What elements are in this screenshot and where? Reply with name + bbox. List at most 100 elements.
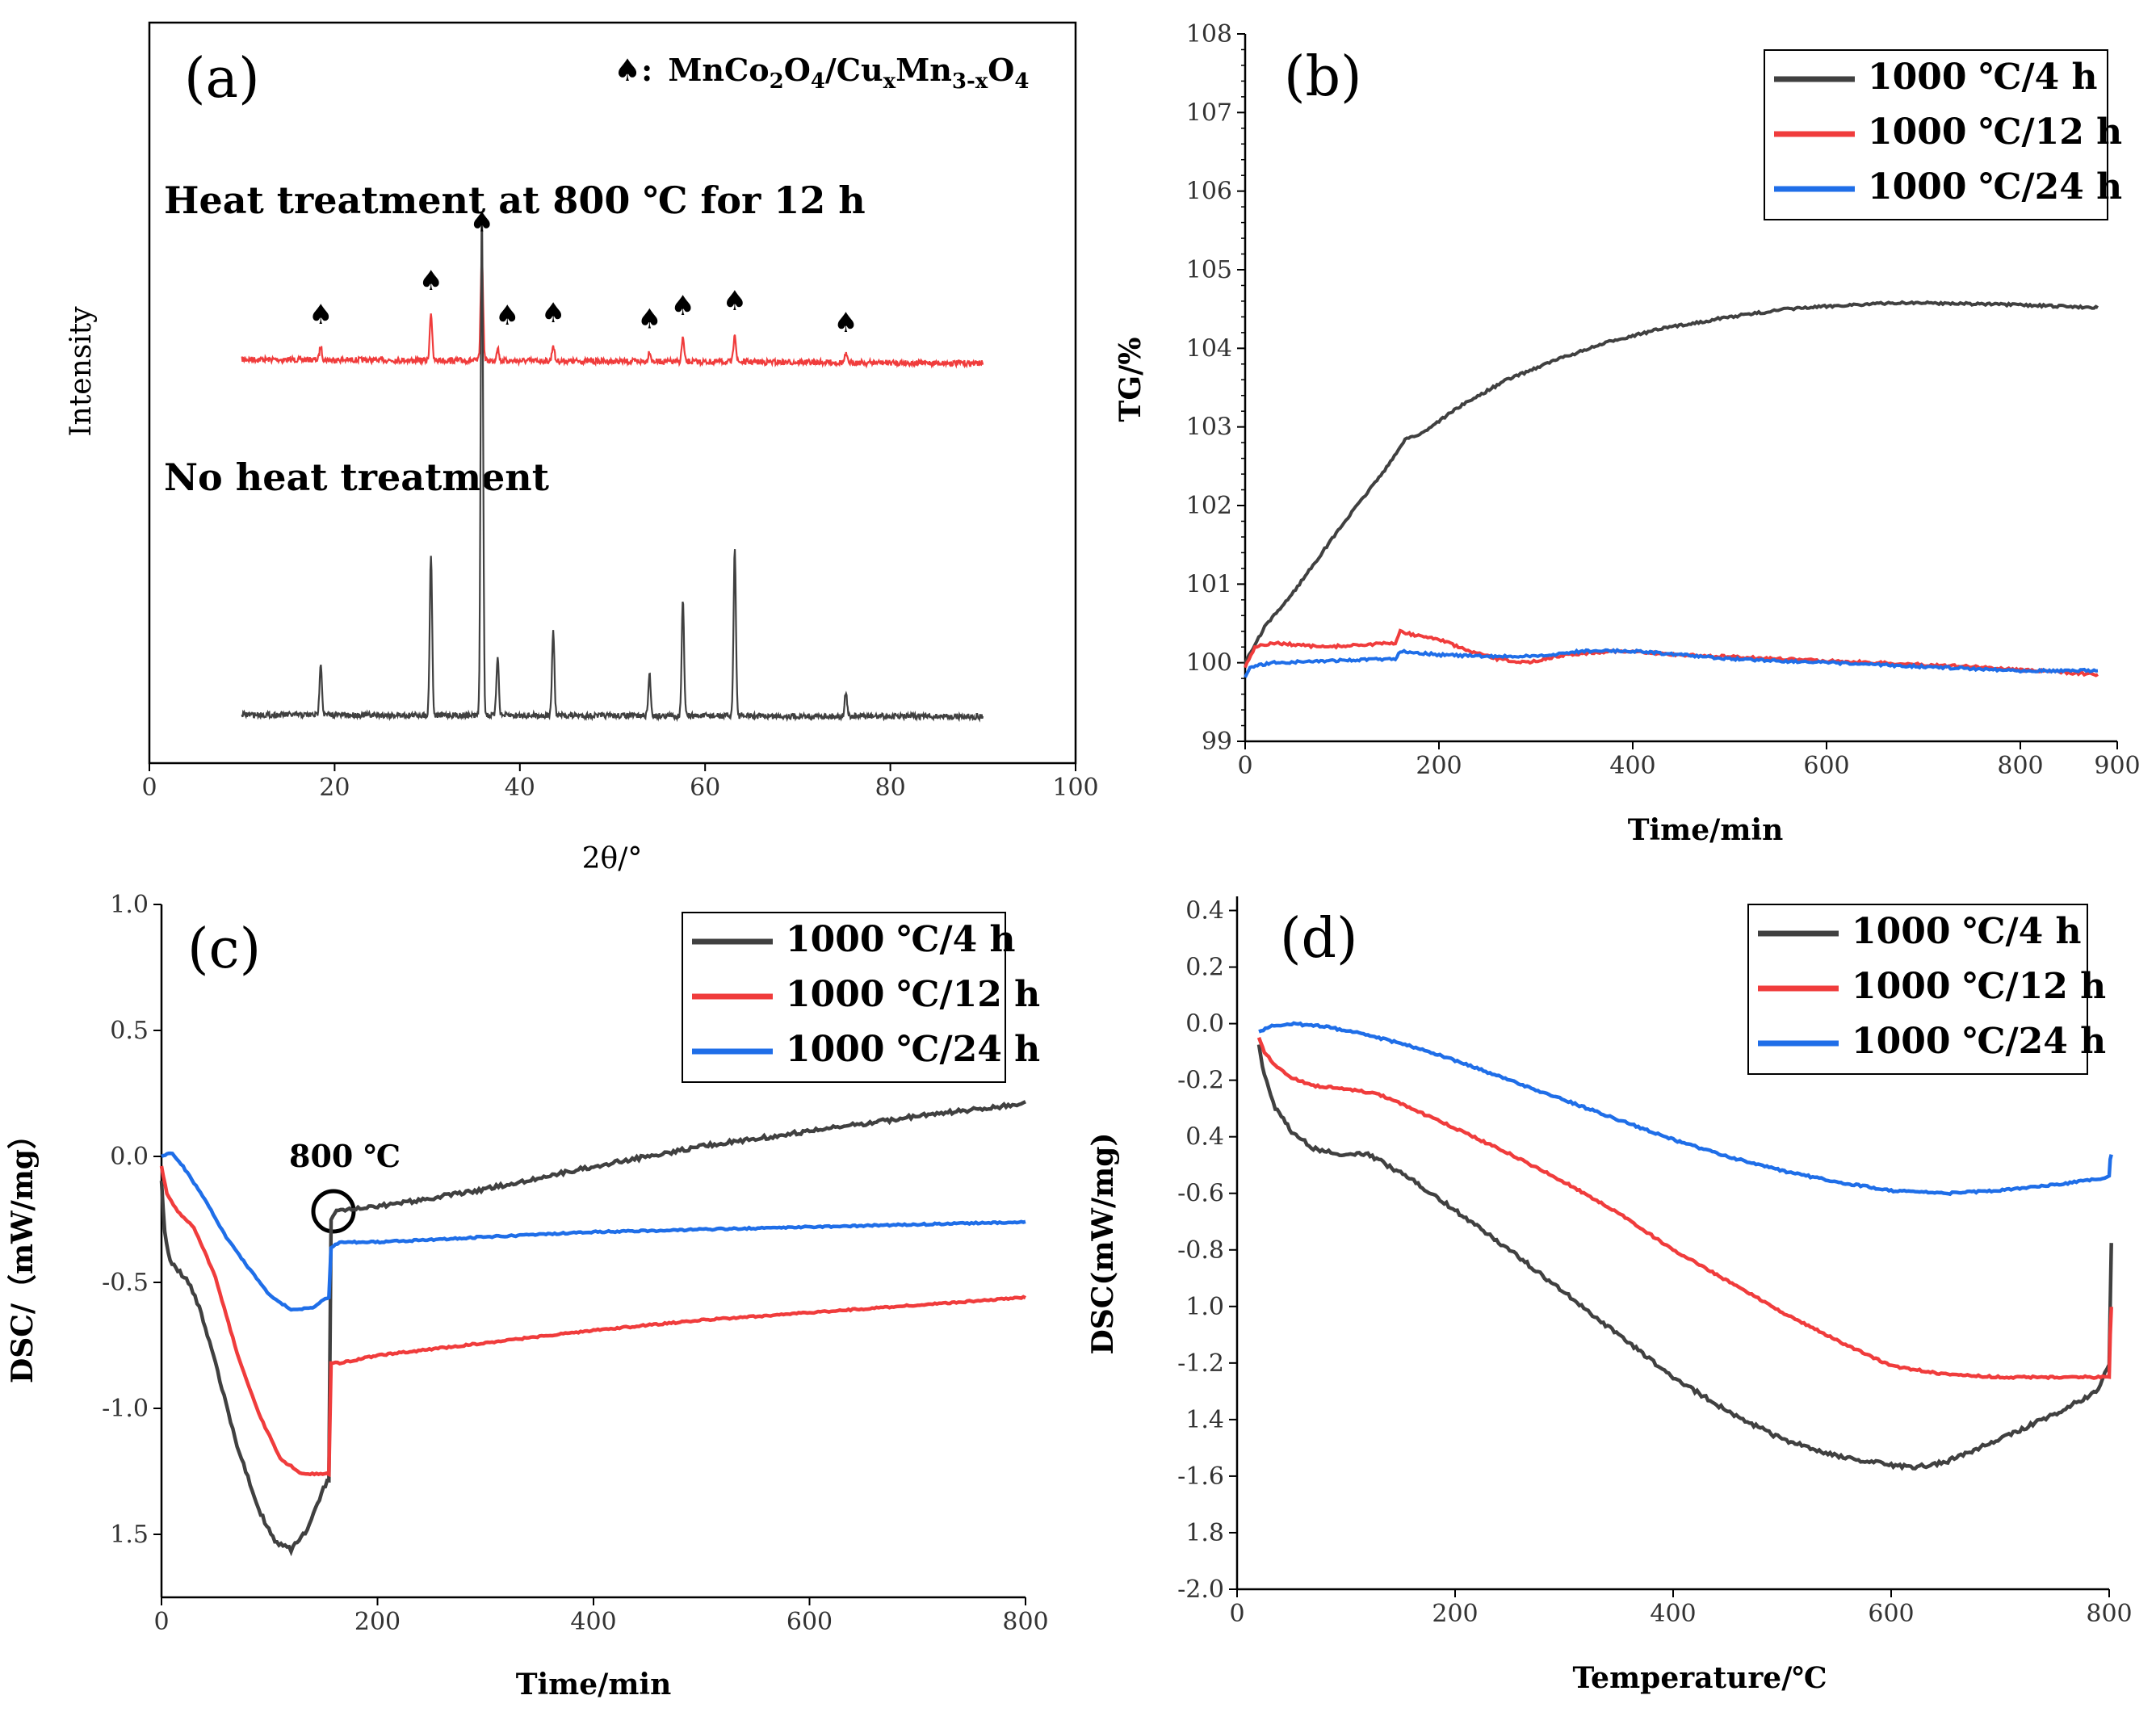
panel-a-xtick-label: 20 (319, 774, 350, 802)
panel-d-series (1256, 1021, 2113, 1471)
panel-a-spade-marker: ♠ (637, 303, 661, 335)
panel-c-ytick-label: 1.0 (110, 891, 149, 919)
panel-a-xtick-label: 60 (690, 774, 720, 802)
panel-c-ylabel: DSC/（mW/mg） (6, 1120, 40, 1383)
panel-c-axis-ticks: 0 200 400 600 800 1.0 0.5 0.0 -0.5 -1.0 1.5 (102, 891, 1048, 1636)
panel-c-legend-label: 1000 ℃/12 h (786, 974, 1040, 1015)
panel-a-series-line (241, 254, 984, 369)
panel-a-xrd-chart: (a) ♠: MnCo2O4/CuxMn3-xO4 Heat treatment… (65, 21, 1099, 875)
panel-d-series-line (1256, 1044, 2113, 1471)
panel-a-series-line (241, 212, 984, 723)
panel-b-legend-label: 1000 ℃/24 h (1868, 166, 2122, 208)
panel-a-peak-markers: ♠ ♠ ♠ ♠ ♠ ♠ ♠ ♠ ♠ (308, 207, 858, 339)
panel-c-letter: (c) (187, 917, 261, 981)
panel-d-legend-label: 1000 ℃/24 h (1852, 1021, 2106, 1062)
panel-b-legend: 1000 ℃/4 h 1000 ℃/12 h 1000 ℃/24 h (1764, 49, 2122, 220)
panel-c-ytick-label: -0.5 (102, 1269, 149, 1297)
panel-d-legend-label: 1000 ℃/12 h (1852, 966, 2106, 1007)
panel-b-series-line (1244, 300, 2099, 665)
panel-c-series-line (159, 1165, 1026, 1478)
panel-d-ytick-label: 0.2 (1185, 954, 1224, 982)
panel-d-letter: (d) (1280, 907, 1358, 971)
panel-b-tg-chart: (b) TG/% Time/min 0 200 400 600 800 900 99 100 1… (1114, 20, 2141, 847)
panel-d-ytick-label: -0.8 (1177, 1236, 1224, 1265)
panel-c-xtick-label: 600 (786, 1608, 833, 1636)
panel-b-ytick-label: 101 (1186, 570, 1232, 598)
panel-c-ytick-label: 0.5 (110, 1017, 149, 1045)
panel-b-xtick-label: 200 (1416, 752, 1462, 780)
panel-d-ytick-label: -0.6 (1177, 1180, 1224, 1208)
panel-a-legend: ♠: MnCo2O4/CuxMn3-xO4 (614, 52, 1029, 94)
panel-d-ytick-label: 0.4 (1185, 1123, 1224, 1152)
panel-c-ytick-label: -1.0 (102, 1395, 149, 1423)
panel-a-annotation-heat: Heat treatment at 800 ℃ for 12 h (164, 178, 866, 222)
panel-a-series (241, 212, 984, 723)
panel-d-ytick-label: 1.4 (1185, 1406, 1224, 1434)
panel-d-xtick-label: 0 (1229, 1600, 1244, 1628)
panel-c-xtick-label: 800 (1002, 1608, 1048, 1636)
panel-c-xtick-label: 200 (354, 1608, 401, 1636)
panel-b-ytick-label: 107 (1186, 99, 1232, 127)
panel-d-ytick-label: 0.4 (1185, 897, 1224, 925)
panel-c-xlabel: Time/min (516, 1668, 672, 1702)
panel-d-xtick-label: 200 (1432, 1600, 1478, 1628)
panel-a-xtick-label: 100 (1052, 774, 1098, 802)
panel-c-ytick-label: 0.0 (110, 1143, 149, 1171)
panel-d-xtick-label: 800 (2086, 1600, 2132, 1628)
panel-c-xtick-label: 400 (570, 1608, 616, 1636)
panel-b-ytick-label: 102 (1186, 492, 1232, 520)
panel-b-ytick-label: 105 (1186, 256, 1232, 284)
panel-a-ylabel: Intensity (65, 306, 98, 437)
panel-a-annotation-noheat: No heat treatment (164, 455, 550, 499)
panel-d-ytick-label: 1.0 (1185, 1293, 1224, 1321)
panel-c-xtick-label: 0 (153, 1608, 169, 1636)
panel-b-ytick-label: 103 (1186, 413, 1232, 442)
panel-a-xtick-label: 80 (875, 774, 906, 802)
panel-d-ytick-label: -1.6 (1177, 1462, 1224, 1491)
panel-d-xlabel: Temperature/℃ (1573, 1661, 1827, 1695)
panel-d-ylabel: DSC(mW/mg) (1086, 1133, 1120, 1355)
panel-b-xlabel: Time/min (1628, 813, 1784, 847)
panel-d-axis-ticks: 0 200 400 600 800 0.4 0.2 0.0 -0.2 0.4 -0.6 -0.8 1.0… (1177, 897, 2132, 1628)
panel-a-xtick-label: 0 (141, 774, 157, 802)
panel-a-letter: (a) (184, 47, 260, 111)
panel-c-ytick-label: 1.5 (110, 1521, 149, 1549)
panel-c-legend: 1000 ℃/4 h 1000 ℃/12 h 1000 ℃/24 h (682, 912, 1040, 1083)
panel-a-spade-marker: ♠ (833, 307, 858, 339)
panel-b-ytick-label: 104 (1186, 334, 1232, 363)
panel-c-series (159, 1100, 1026, 1557)
panel-a-frame (148, 21, 1077, 765)
panel-a-axis-ticks: 0 20 40 60 80 100 (141, 763, 1099, 802)
panel-d-series-line (1256, 1037, 2113, 1381)
panel-d-dsc-temperature-chart: (d) DSC(mW/mg) Temperature/℃ 0 200 400 600 8… (1086, 896, 2133, 1695)
panel-b-legend-label: 1000 ℃/4 h (1868, 57, 2098, 98)
panel-a-xtick-label: 40 (505, 774, 535, 802)
panel-b-series-line (1244, 648, 2099, 678)
panel-d-ytick-label: -1.2 (1177, 1349, 1224, 1378)
panel-a-spade-marker: ♠ (541, 297, 565, 329)
panel-d-ytick-label: 0.0 (1185, 1010, 1224, 1039)
panel-b-ylabel: TG/% (1114, 338, 1147, 422)
panel-a-spade-marker: ♠ (495, 300, 519, 332)
panel-b-xtick-label: 400 (1609, 752, 1655, 780)
panel-a-spade-marker: ♠ (308, 299, 333, 331)
panel-d-legend: 1000 ℃/4 h 1000 ℃/12 h 1000 ℃/24 h (1747, 904, 2106, 1075)
panel-c-legend-label: 1000 ℃/4 h (786, 919, 1016, 960)
panel-c-legend-label: 1000 ℃/24 h (786, 1029, 1040, 1070)
panel-d-ytick-label: 1.8 (1185, 1519, 1224, 1547)
panel-a-spade-marker: ♠ (418, 265, 443, 297)
panel-b-legend-label: 1000 ℃/12 h (1868, 111, 2122, 153)
panel-b-ytick-label: 99 (1202, 728, 1232, 756)
panel-a-xlabel: 2θ/° (582, 842, 643, 875)
panel-b-ytick-label: 106 (1186, 178, 1232, 206)
panel-c-series-line (161, 1151, 1026, 1312)
panel-b-ytick-label: 108 (1186, 20, 1232, 48)
panel-c-dsc-time-chart: (c) DSC/（mW/mg） Time/min 800 ℃ 0 200 400 60… (6, 891, 1049, 1702)
panel-b-xtick-label: 600 (1803, 752, 1849, 780)
panel-d-series-line (1258, 1021, 2113, 1197)
panel-c-annotation-800c: 800 ℃ (289, 1138, 401, 1174)
panel-d-ytick-label: -0.2 (1177, 1067, 1224, 1095)
panel-d-ytick-label: -2.0 (1177, 1576, 1224, 1604)
panel-b-letter: (b) (1284, 45, 1362, 109)
